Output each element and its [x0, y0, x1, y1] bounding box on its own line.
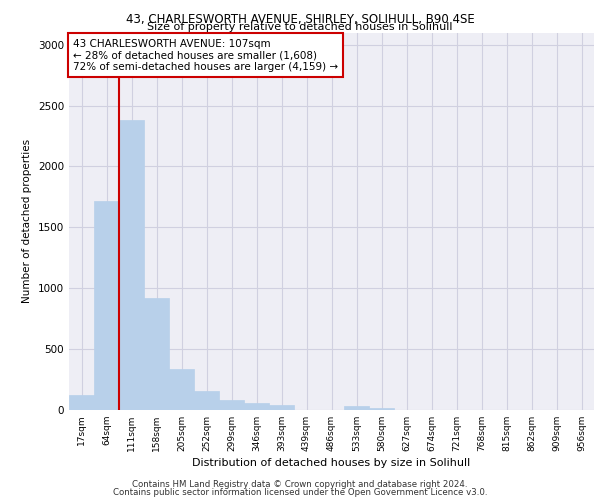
- Bar: [194, 391, 219, 410]
- Bar: [269, 405, 294, 410]
- X-axis label: Distribution of detached houses by size in Solihull: Distribution of detached houses by size …: [193, 458, 470, 468]
- Y-axis label: Number of detached properties: Number of detached properties: [22, 139, 32, 304]
- Text: Contains HM Land Registry data © Crown copyright and database right 2024.: Contains HM Land Registry data © Crown c…: [132, 480, 468, 489]
- Bar: [144, 298, 169, 410]
- Bar: [369, 408, 394, 410]
- Bar: [169, 368, 194, 410]
- Bar: [94, 200, 119, 410]
- Text: Contains public sector information licensed under the Open Government Licence v3: Contains public sector information licen…: [113, 488, 487, 497]
- Text: 43 CHARLESWORTH AVENUE: 107sqm
← 28% of detached houses are smaller (1,608)
72% : 43 CHARLESWORTH AVENUE: 107sqm ← 28% of …: [73, 38, 338, 72]
- Bar: [69, 396, 94, 410]
- Text: 43, CHARLESWORTH AVENUE, SHIRLEY, SOLIHULL, B90 4SE: 43, CHARLESWORTH AVENUE, SHIRLEY, SOLIHU…: [125, 12, 475, 26]
- Bar: [119, 120, 144, 410]
- Bar: [244, 404, 269, 410]
- Bar: [219, 400, 244, 410]
- Bar: [344, 406, 369, 410]
- Text: Size of property relative to detached houses in Solihull: Size of property relative to detached ho…: [147, 22, 453, 32]
